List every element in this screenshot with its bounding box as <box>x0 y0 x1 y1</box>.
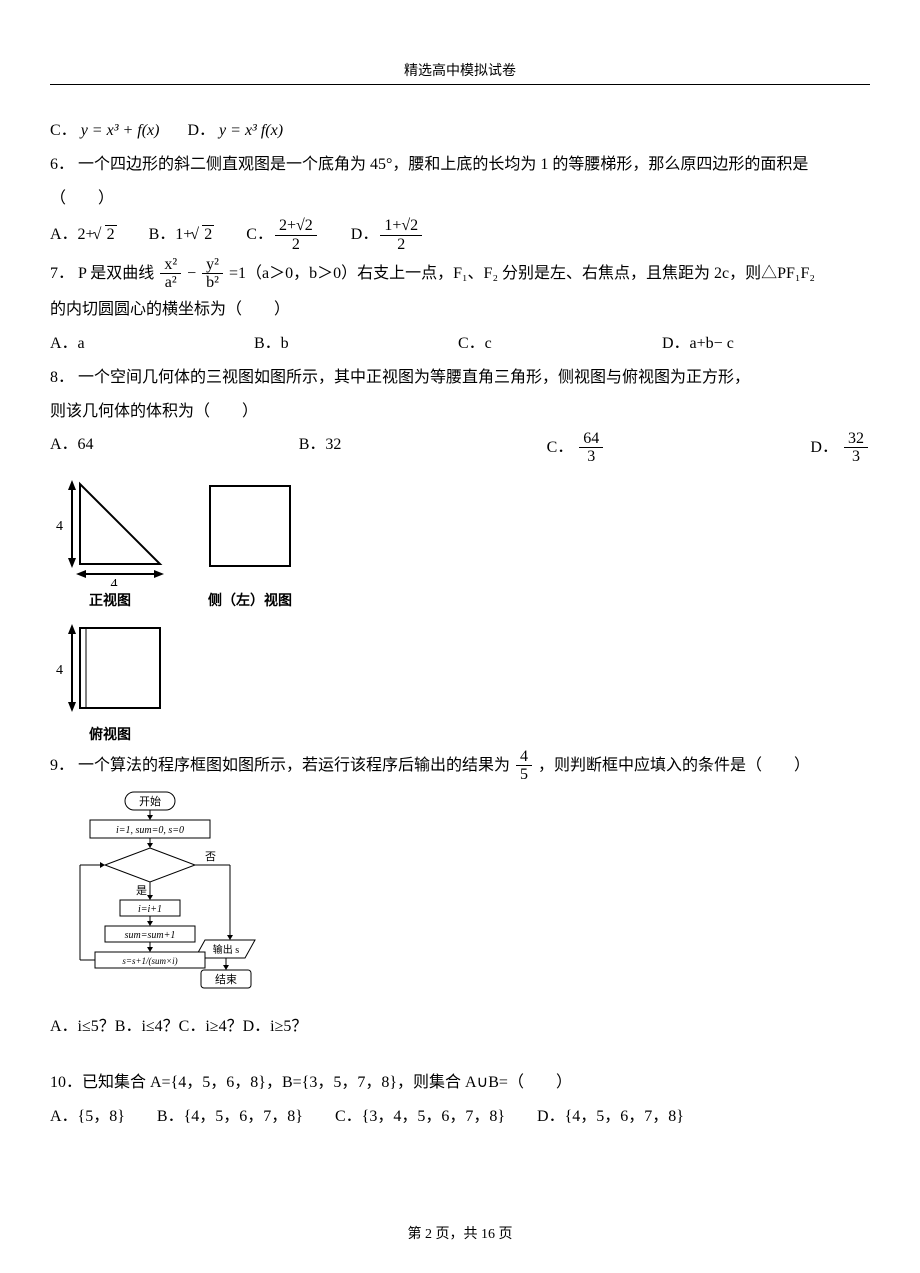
q8-front-view: 4 4 正视图 <box>50 476 170 610</box>
q8-optD: D． 323 <box>810 430 870 466</box>
q7-stem-mid: =1（a＞0，b＞0）右支上一点，F₁、F₂ 分别是左、右焦点，且焦距为 2c，… <box>229 264 815 281</box>
exam-page: 精选高中模拟试卷 C． y = x³ + f(x) D． y = x³ f(x)… <box>0 0 920 1273</box>
q7-optB: B．b <box>254 328 454 360</box>
spacer <box>50 1045 870 1065</box>
q10-options: A．{5，8} B．{4，5，6，7，8} C．{3，4，5，6，7，8} D．… <box>50 1101 870 1133</box>
side-view-label: 侧（左）视图 <box>208 590 292 610</box>
q10-optC: C．{3，4，5，6，7，8} <box>335 1101 505 1133</box>
q9-options: A．i≤5？B．i≤4？C．i≥4？D．i≥5？ <box>50 1011 870 1043</box>
q8-figures-row1: 4 4 正视图 侧（左）视图 <box>50 476 870 610</box>
q9-stem-prefix: 9． 一个算法的程序框图如图所示，若运行该程序后输出的结果为 <box>50 757 510 774</box>
q8-stem-2: 则该几何体的体积为（ ） <box>50 396 870 428</box>
flow-start: 开始 <box>139 794 161 808</box>
q8-options: A．64 B．32 C． 643 D． 323 <box>50 430 870 466</box>
dim-4-h: 4 <box>111 577 118 586</box>
top-view-svg: 4 <box>50 620 170 720</box>
q8-optA: A．64 <box>50 430 94 466</box>
flow-init: i=1, sum=0, s=0 <box>116 825 184 836</box>
q7-stem-prefix: 7． P 是双曲线 <box>50 264 154 281</box>
side-view-svg <box>200 476 300 586</box>
q5-optD-formula: y = x³ f(x) <box>219 115 283 147</box>
q10-optB: B．{4，5，6，7，8} <box>157 1101 303 1133</box>
q8-figures-row2: 4 俯视图 <box>50 620 870 744</box>
q6-options: A．2+2 B．1+2 C． 2+√22 D． 1+√22 <box>50 217 870 253</box>
page-header-title: 精选高中模拟试卷 <box>50 60 870 80</box>
dim-4-v2: 4 <box>56 663 63 678</box>
q6-optD: D． 1+√22 <box>351 217 424 253</box>
flowchart-svg: 开始 i=1, sum=0, s=0 否 输出 s 结束 是 i=i+1 <box>50 790 260 1000</box>
flow-end: 结束 <box>215 973 237 986</box>
q9-stem: 9． 一个算法的程序框图如图所示，若运行该程序后输出的结果为 45 ，则判断框中… <box>50 748 870 784</box>
q8-stem-1: 8． 一个空间几何体的三视图如图所示，其中正视图为等腰直角三角形，侧视图与俯视图… <box>50 362 870 394</box>
flow-step2: sum=sum+1 <box>125 930 176 941</box>
header-rule <box>50 84 870 85</box>
flow-output: 输出 s <box>213 943 239 956</box>
q7-frac1: x²a² <box>160 256 181 292</box>
q5-optD-prefix: D． <box>187 122 215 139</box>
q7-optD: D．a+b− c <box>662 328 734 360</box>
flow-step3: s=s+1/(sum×i) <box>122 956 177 966</box>
q9-flowchart: 开始 i=1, sum=0, s=0 否 输出 s 结束 是 i=i+1 <box>50 790 870 1005</box>
q8-optB: B．32 <box>299 430 342 466</box>
q7-optC: C．c <box>458 328 658 360</box>
q7-options: A．a B．b C．c D．a+b− c <box>50 328 870 360</box>
q6-optC: C． 2+√22 <box>246 217 319 253</box>
q7-stem-2: 的内切圆圆心的横坐标为（ ） <box>50 294 870 326</box>
q8-top-view: 4 俯视图 <box>50 620 170 744</box>
q5-optC-formula: y = x³ + f(x) <box>81 115 160 147</box>
top-view-label: 俯视图 <box>89 724 131 744</box>
front-view-label: 正视图 <box>89 590 131 610</box>
q10-optA: A．{5，8} <box>50 1101 125 1133</box>
front-view-svg: 4 4 <box>50 476 170 586</box>
flow-yes: 是 <box>136 884 147 897</box>
q9-frac: 45 <box>516 748 532 784</box>
q6-optB: B．1+2 <box>149 219 215 251</box>
dim-4-v: 4 <box>56 519 63 534</box>
page-footer: 第 2 页，共 16 页 <box>0 1223 920 1243</box>
q6-optA: A．2+2 <box>50 219 117 251</box>
flow-no: 否 <box>205 851 216 863</box>
q10-optD: D．{4，5，6，7，8} <box>537 1101 684 1133</box>
q6-stem-1: 6． 一个四边形的斜二侧直观图是一个底角为 45°，腰和上底的长均为 1 的等腰… <box>50 149 870 181</box>
q9-stem-suffix: ，则判断框中应填入的条件是（ ） <box>538 757 810 774</box>
q7-optA: A．a <box>50 328 250 360</box>
q8-optC: C． 643 <box>547 430 606 466</box>
q7-stem-row1: 7． P 是双曲线 x²a² − y²b² =1（a＞0，b＞0）右支上一点，F… <box>50 256 870 292</box>
q5-optC-prefix: C． <box>50 122 77 139</box>
q5-tail-options: C． y = x³ + f(x) D． y = x³ f(x) <box>50 115 870 147</box>
q10-stem: 10．已知集合 A={4，5，6，8}，B={3，5，7，8}，则集合 A∪B=… <box>50 1067 870 1099</box>
q6-stem-2: （ ） <box>50 183 870 215</box>
flow-step1: i=i+1 <box>138 904 162 915</box>
q7-frac2: y²b² <box>202 256 223 292</box>
q8-side-view: 侧（左）视图 <box>200 476 300 610</box>
